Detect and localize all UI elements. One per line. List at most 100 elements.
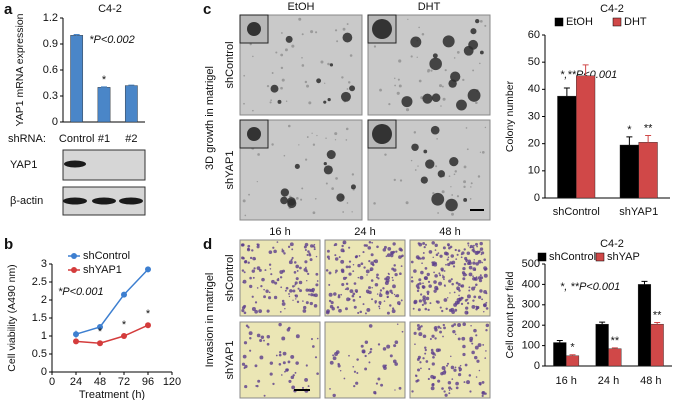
cell (433, 271, 435, 274)
colony (277, 99, 282, 104)
cell (348, 246, 351, 249)
speck (271, 72, 274, 74)
bar (565, 355, 580, 367)
cell (448, 308, 453, 313)
speck (479, 19, 483, 23)
cell (430, 386, 435, 391)
cell (338, 256, 341, 259)
cell (315, 283, 319, 287)
speck (342, 211, 345, 213)
cell (256, 287, 259, 289)
cell (485, 301, 488, 304)
cell (385, 291, 390, 295)
cell (332, 356, 337, 361)
colony (287, 199, 297, 209)
bar (595, 323, 609, 367)
cell (428, 367, 431, 371)
cell (431, 261, 434, 264)
cell (472, 246, 475, 249)
speck (312, 211, 316, 215)
cell (268, 291, 271, 294)
cell (326, 255, 330, 259)
cell (481, 251, 485, 255)
significance: * (570, 342, 575, 354)
speck (351, 173, 355, 176)
cell (481, 394, 484, 398)
cell (295, 277, 299, 281)
cell (422, 282, 424, 285)
cell (450, 388, 453, 390)
colony (420, 176, 428, 184)
cell (426, 290, 430, 294)
cell (266, 342, 270, 346)
cell (417, 286, 420, 290)
cell (410, 279, 414, 283)
cell (244, 384, 248, 389)
cell (378, 305, 381, 308)
cell (423, 301, 427, 305)
cell (375, 276, 378, 279)
x-tick-label: 96 (142, 376, 154, 388)
colony (342, 32, 353, 43)
inset-colony (247, 127, 261, 141)
cell (389, 354, 393, 358)
micrograph (324, 321, 406, 399)
speck (284, 48, 288, 52)
cell (340, 248, 345, 253)
cell (263, 288, 265, 291)
colony (411, 143, 419, 152)
y-tick-label: 1.2 (43, 12, 58, 24)
cell (281, 248, 284, 250)
micrograph (239, 14, 363, 116)
cell (458, 294, 460, 297)
line (75, 324, 149, 344)
speck (314, 197, 317, 200)
cell (420, 270, 424, 275)
cell (481, 261, 483, 264)
point (97, 340, 103, 347)
speck (448, 175, 451, 177)
y-tick-label: 2 (41, 294, 47, 306)
annotation: *P<0.001 (58, 286, 104, 298)
cell (462, 277, 466, 281)
error-bar (563, 87, 570, 97)
speck (450, 186, 452, 188)
speck (331, 187, 334, 190)
cell (475, 334, 478, 337)
cell (480, 276, 484, 280)
colony (479, 50, 484, 55)
cell (394, 389, 396, 391)
cell (383, 300, 386, 302)
cell (461, 271, 466, 275)
cell (310, 337, 314, 341)
cell (468, 374, 472, 377)
cell (278, 353, 282, 357)
cell (439, 330, 443, 334)
cell (290, 375, 295, 380)
cell (283, 252, 286, 255)
cell (392, 359, 397, 364)
cell (415, 255, 420, 259)
bar (124, 85, 138, 123)
cell (396, 323, 399, 326)
cell (328, 292, 333, 297)
annotation: *,**P<0.001 (560, 69, 617, 81)
cell (316, 372, 319, 375)
cell (371, 298, 373, 301)
cell (369, 348, 373, 351)
cell (476, 359, 480, 363)
y-tick-label: 300 (522, 299, 540, 311)
cell (373, 259, 376, 263)
cell (390, 252, 393, 255)
speck (305, 158, 308, 161)
cell (254, 364, 258, 368)
cell (268, 250, 273, 254)
speck (320, 60, 324, 64)
colony (475, 18, 480, 24)
cell (337, 364, 341, 368)
cell (413, 299, 418, 304)
y-tick-label: 3 (41, 258, 47, 270)
cell (292, 299, 294, 301)
cell (448, 279, 452, 283)
legend-label: shYAP (607, 251, 640, 263)
